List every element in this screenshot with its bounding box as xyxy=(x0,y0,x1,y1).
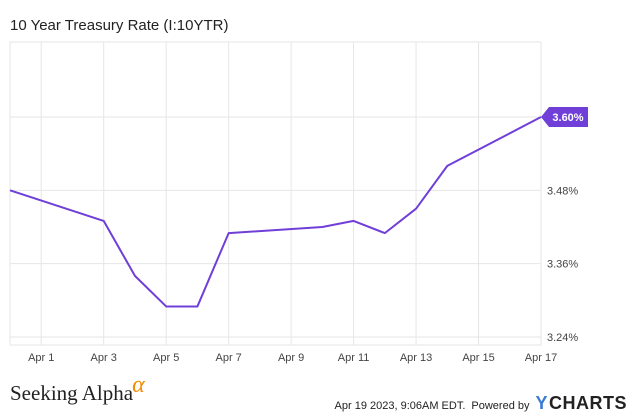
last-value-label: 3.60% xyxy=(552,112,583,124)
powered-by: Powered by xyxy=(471,400,530,412)
x-tick-label: Apr 7 xyxy=(215,352,241,364)
ycharts-y-icon: Y xyxy=(535,393,548,413)
x-tick-label: Apr 13 xyxy=(400,352,432,364)
x-tick-label: Apr 15 xyxy=(462,352,494,364)
chart-title: 10 Year Treasury Rate (I:10YTR) xyxy=(10,17,229,34)
y-tick-label: 3.24% xyxy=(547,332,578,344)
x-tick-label: Apr 11 xyxy=(338,352,370,364)
alpha-icon: α xyxy=(132,372,145,398)
ycharts-logo[interactable]: Y CHARTS xyxy=(535,393,627,414)
y-axis-ticks: 3.24%3.36%3.48%3.60% xyxy=(547,112,578,344)
y-tick-label: 3.36% xyxy=(547,259,578,271)
timestamp: Apr 19 2023, 9:06AM EDT. xyxy=(334,400,466,412)
seeking-alpha-text: Seeking Alpha xyxy=(10,381,134,405)
plot-frame xyxy=(9,41,542,346)
chart-footer: Apr 19 2023, 9:06AM EDT. Powered by Y CHA… xyxy=(335,393,627,414)
grid xyxy=(9,41,542,346)
seeking-alpha-logo: Seeking Alphaα xyxy=(10,372,146,407)
x-axis-ticks: Apr 1 Apr 3 Apr 5 Apr 7 Apr 9 Apr 11 Apr 13 Apr… xyxy=(28,352,557,364)
y-tick-label: 3.48% xyxy=(547,185,578,197)
x-tick-label: Apr 17 xyxy=(525,352,557,364)
last-value-badge xyxy=(541,107,588,127)
series-line xyxy=(9,116,542,308)
series-line-group xyxy=(9,116,542,308)
x-tick-label: Apr 3 xyxy=(91,352,117,364)
last-value-label-group: 3.60% xyxy=(541,107,588,127)
x-tick-label: Apr 9 xyxy=(278,352,304,364)
x-tick-label: Apr 1 xyxy=(28,352,54,364)
x-tick-label: Apr 5 xyxy=(153,352,179,364)
ycharts-text: CHARTS xyxy=(549,393,627,413)
